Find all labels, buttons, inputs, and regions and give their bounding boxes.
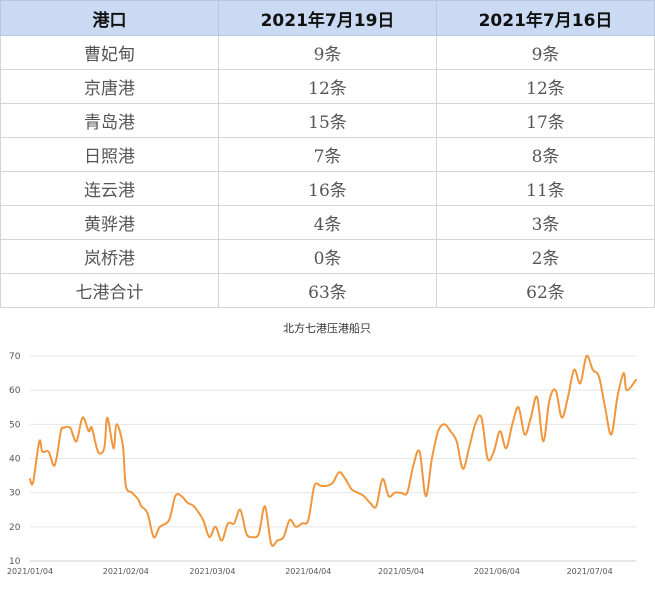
ships-0716: 62条 — [436, 273, 655, 308]
port-name: 七港合计 — [0, 273, 219, 308]
port-name: 曹妃甸 — [0, 35, 219, 70]
x-tick-label: 2021/07/04 — [567, 567, 613, 576]
ships-0716: 12条 — [436, 69, 655, 104]
ships-0716: 17条 — [436, 103, 655, 138]
ships-0716: 11条 — [436, 171, 655, 206]
table-row: 七港合计 63条 62条 — [0, 273, 655, 308]
table-row: 青岛港 15条 17条 — [0, 103, 655, 138]
table-row: 岚桥港 0条 2条 — [0, 239, 655, 274]
port-name: 日照港 — [0, 137, 219, 172]
port-name: 黄骅港 — [0, 205, 219, 240]
header-date-0719: 2021年7月19日 — [218, 0, 437, 36]
table-row: 京唐港 12条 12条 — [0, 69, 655, 104]
x-axis: 2021/01/04 2021/02/04 2021/03/04 2021/04/04… — [7, 567, 613, 576]
y-tick-label: 70 — [9, 352, 21, 362]
ships-0716: 2条 — [436, 239, 655, 274]
x-tick-label: 2021/06/04 — [474, 567, 520, 576]
ships-0719: 63条 — [218, 273, 437, 308]
y-tick-label: 60 — [9, 386, 21, 396]
ships-0719: 12条 — [218, 69, 437, 104]
ships-0719: 0条 — [218, 239, 437, 274]
y-tick-label: 50 — [9, 420, 21, 430]
header-date-0716: 2021年7月16日 — [436, 0, 655, 36]
table-row: 黄骅港 4条 3条 — [0, 205, 655, 240]
table-row: 日照港 7条 8条 — [0, 137, 655, 172]
y-tick-label: 40 — [9, 455, 21, 465]
port-name: 青岛港 — [0, 103, 219, 138]
ships-0716: 8条 — [436, 137, 655, 172]
y-tick-label: 30 — [9, 489, 21, 499]
ships-0716: 9条 — [436, 35, 655, 70]
y-axis: 10 20 30 40 50 60 70 — [9, 352, 21, 567]
port-name: 连云港 — [0, 171, 219, 206]
port-table: 港口 2021年7月19日 2021年7月16日 曹妃甸 9条 9条 京唐港 1… — [0, 0, 655, 308]
header-port: 港口 — [0, 0, 219, 36]
x-tick-label: 2021/03/04 — [189, 567, 235, 576]
table-row: 曹妃甸 9条 9条 — [0, 35, 655, 70]
chart-container: 北方七港压港船只 10 20 30 40 50 60 70 2021/01/04 2021/0… — [0, 308, 655, 595]
y-tick-label: 10 — [9, 557, 21, 567]
table-row: 连云港 16条 11条 — [0, 171, 655, 206]
ships-0719: 7条 — [218, 137, 437, 172]
series-line — [29, 354, 637, 547]
ships-0719: 15条 — [218, 103, 437, 138]
x-tick-label: 2021/02/04 — [103, 567, 149, 576]
gridlines — [30, 355, 636, 562]
x-tick-label: 2021/01/04 — [7, 567, 53, 576]
ships-0716: 3条 — [436, 205, 655, 240]
chart-title: 北方七港压港船只 — [283, 321, 371, 335]
ships-0719: 4条 — [218, 205, 437, 240]
series-layer — [29, 354, 637, 547]
x-tick-label: 2021/04/04 — [285, 567, 331, 576]
table-header-row: 港口 2021年7月19日 2021年7月16日 — [0, 0, 655, 36]
ships-0719: 16条 — [218, 171, 437, 206]
y-tick-label: 20 — [9, 523, 21, 533]
port-name: 京唐港 — [0, 69, 219, 104]
x-tick-label: 2021/05/04 — [378, 567, 424, 576]
ships-0719: 9条 — [218, 35, 437, 70]
port-name: 岚桥港 — [0, 239, 219, 274]
